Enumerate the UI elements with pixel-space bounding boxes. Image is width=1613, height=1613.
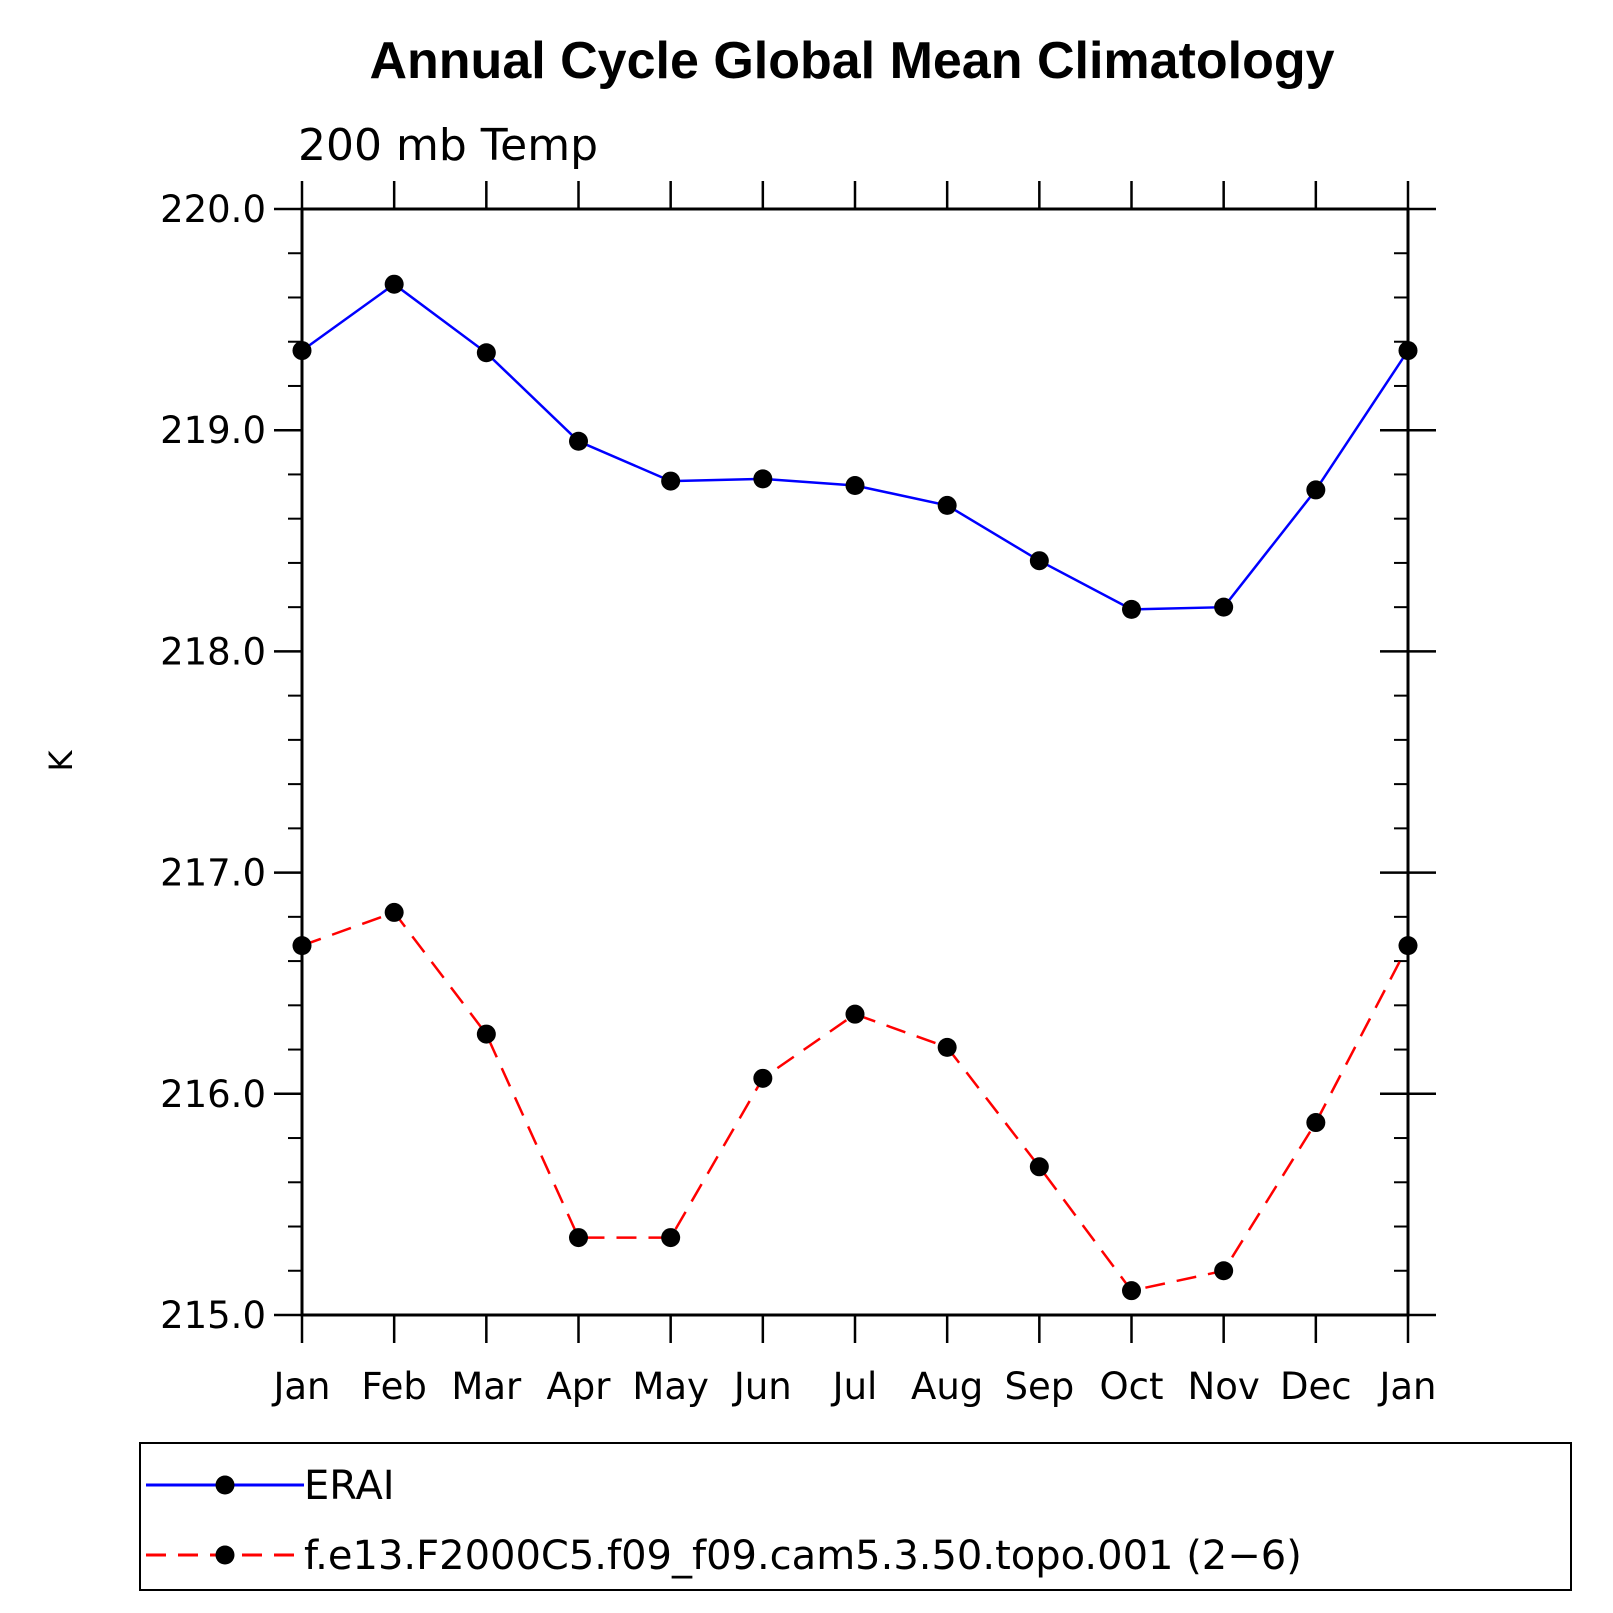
legend-label-erai: ERAI — [304, 1463, 395, 1509]
series-0-point — [937, 495, 957, 515]
series-1-point — [753, 1068, 773, 1088]
x-tick-label: Sep — [1004, 1365, 1074, 1408]
x-tick-label: Nov — [1188, 1365, 1260, 1408]
x-tick-label: Jan — [1377, 1365, 1436, 1408]
x-tick-label: Dec — [1280, 1365, 1352, 1408]
plot-frame — [300, 207, 1410, 1317]
x-tick-label: Mar — [451, 1365, 522, 1408]
series-1-point — [569, 1228, 588, 1248]
x-tick-label: May — [632, 1365, 709, 1408]
x-tick-label: Apr — [546, 1365, 611, 1408]
y-axis-label: K — [42, 749, 80, 771]
y-tick-label: 216.0 — [160, 1073, 266, 1116]
legend: ERAI f.e13.F2000C5.f09_f09.cam5.3.50.top… — [139, 1442, 1572, 1591]
series-line-0 — [301, 282, 1410, 611]
series-1-point — [1214, 1261, 1234, 1281]
y-tick-label: 218.0 — [160, 630, 266, 673]
series-0-point — [661, 471, 681, 491]
y-tick-label: 217.0 — [160, 852, 266, 895]
x-tick-labels: Jan Feb Mar Apr May Jun Jul Aug Sep Oct Nov Dec Jan — [271, 1365, 1436, 1408]
legend-box — [139, 1442, 1572, 1591]
series-1-point — [937, 1037, 957, 1057]
series-0-point — [1306, 480, 1326, 500]
series-0-point — [1398, 341, 1418, 361]
series-0-point — [476, 343, 496, 363]
series-0-point — [753, 469, 773, 489]
x-tick-label: Feb — [361, 1365, 427, 1408]
x-tick-label: Aug — [911, 1365, 983, 1408]
legend-marker-model — [215, 1545, 235, 1565]
series-1-point — [1029, 1157, 1049, 1177]
series-1-point — [384, 902, 404, 922]
series-0-point — [1214, 597, 1234, 617]
legend-marker-erai — [215, 1475, 235, 1495]
chart-title: Annual Cycle Global Mean Climatology — [369, 32, 1334, 90]
series-1-point — [661, 1228, 681, 1248]
series-1-point — [1398, 936, 1418, 956]
series-1-point — [1306, 1113, 1326, 1133]
series-0-point — [845, 476, 865, 495]
series-line-1 — [301, 910, 1410, 1293]
y-tick-label: 215.0 — [160, 1294, 266, 1337]
axis-ticks — [274, 181, 1436, 1343]
series-1-point — [1122, 1281, 1141, 1301]
x-tick-label: Oct — [1100, 1365, 1164, 1408]
series-0-point — [569, 431, 588, 451]
y-tick-labels: 215.0 216.0 217.0 218.0 219.0 220.0 — [160, 188, 266, 1337]
series-1-point — [292, 936, 312, 956]
series-0-point — [292, 341, 312, 361]
series-1-point — [845, 1004, 865, 1024]
series-0-point — [1029, 551, 1049, 571]
x-tick-label: Jul — [831, 1365, 878, 1408]
y-tick-label: 220.0 — [160, 188, 266, 231]
chart-subtitle: 200 mb Temp — [298, 120, 598, 171]
series-0-point — [384, 274, 404, 294]
series-1-point — [476, 1024, 496, 1044]
series-layer — [292, 274, 1418, 1301]
legend-label-model: f.e13.F2000C5.f09_f09.cam5.3.50.topo.001… — [304, 1533, 1302, 1579]
x-tick-label: Jun — [732, 1365, 792, 1408]
series-0-point — [1122, 599, 1141, 619]
x-tick-label: Jan — [271, 1365, 330, 1408]
y-tick-label: 219.0 — [160, 409, 266, 452]
